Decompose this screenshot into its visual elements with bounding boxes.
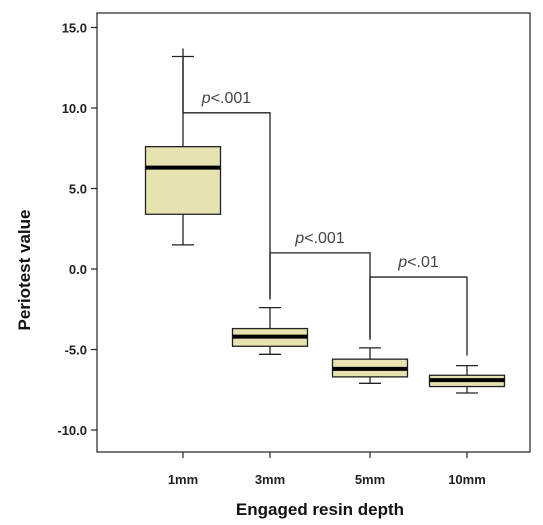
y-axis: 15.0 10.0 5.0 0.0 -5.0 -10.0: [57, 21, 97, 438]
y-tick-label: 15.0: [62, 21, 87, 36]
plot-area: [96, 12, 531, 453]
p-symbol: p: [294, 230, 304, 247]
p-value-label: p<.001: [294, 230, 344, 247]
p-value-label: p<.01: [397, 254, 439, 271]
x-axis: 1mm 3mm 5mm 10mm: [168, 452, 486, 487]
x-axis-title: Engaged resin depth: [236, 500, 404, 519]
plot-frame: [96, 12, 531, 453]
box-3mm: [231, 306, 309, 355]
bracket-line: [369, 276, 468, 356]
significance-bracket: p<.001: [269, 230, 371, 338]
iqr-box: [144, 145, 222, 215]
p-value-label: p<.001: [201, 90, 251, 107]
y-tick-label: 5.0: [69, 182, 87, 197]
x-tick-label: 3mm: [255, 472, 285, 487]
x-tick-label: 1mm: [168, 472, 198, 487]
bracket-line: [269, 252, 371, 338]
p-threshold: <.001: [211, 90, 252, 107]
boxes: [144, 55, 506, 394]
p-threshold: <.01: [407, 254, 439, 271]
p-symbol: p: [397, 254, 407, 271]
p-symbol: p: [201, 90, 211, 107]
x-tick-label: 10mm: [448, 472, 486, 487]
significance-bracket: p<.01: [369, 254, 468, 356]
bracket-line: [182, 48, 271, 298]
significance-bracket: p<.001: [182, 48, 271, 298]
y-tick-label: -5.0: [65, 343, 87, 358]
x-tick-label: 5mm: [355, 472, 385, 487]
box-10mm: [428, 364, 506, 394]
y-tick-label: -10.0: [57, 423, 87, 438]
p-threshold: <.001: [304, 230, 345, 247]
box-5mm: [331, 347, 409, 384]
y-axis-title: Periotest value: [15, 210, 34, 331]
y-tick-label: 0.0: [69, 262, 87, 277]
y-tick-label: 10.0: [62, 101, 87, 116]
